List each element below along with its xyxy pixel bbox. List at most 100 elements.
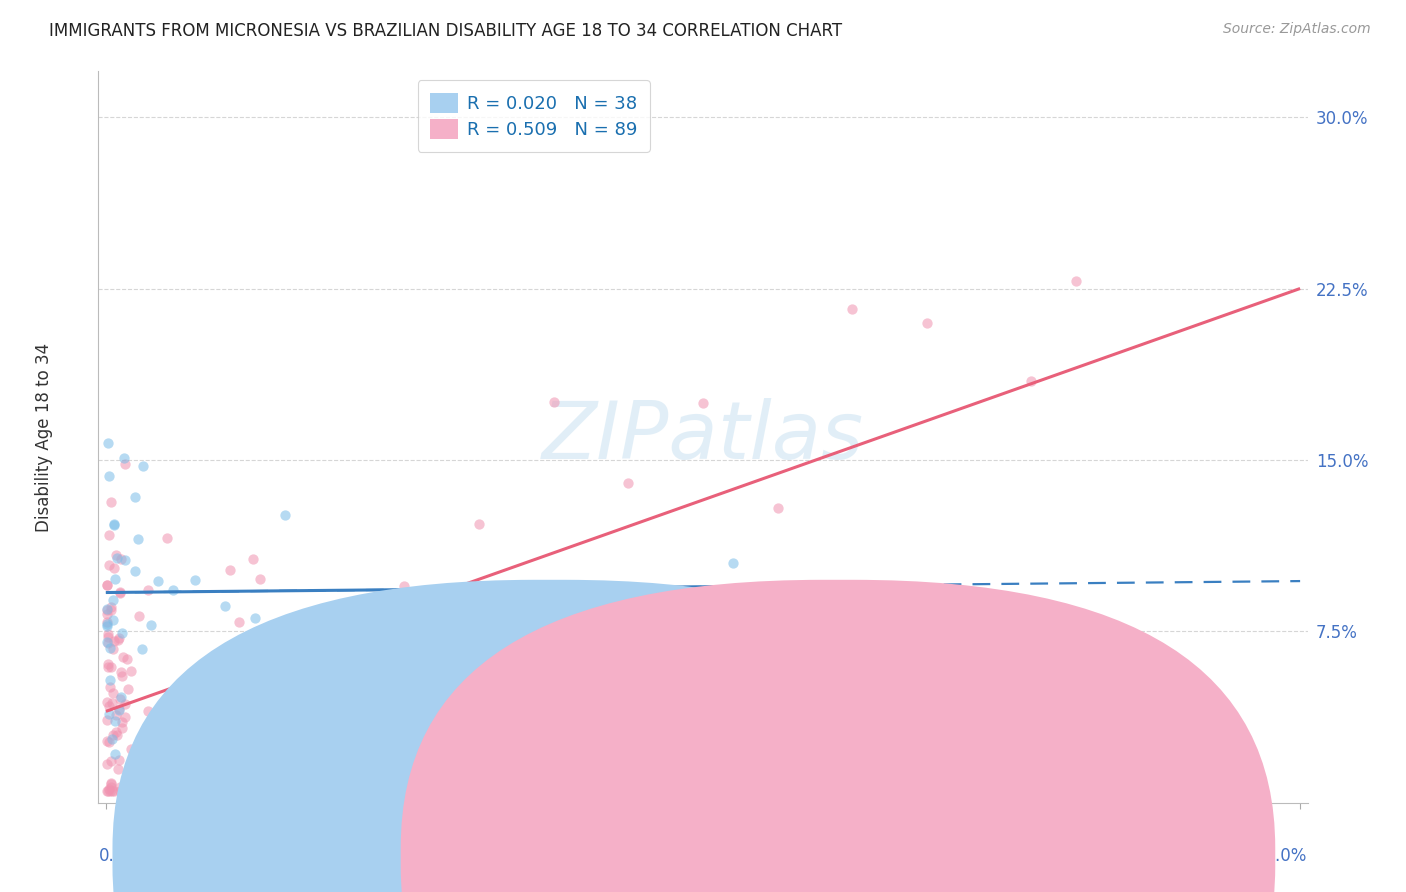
Point [107, 631, 129, 645]
Point [108, 692, 131, 706]
Point [100, 780, 122, 794]
Point [101, 641, 124, 656]
Point [97, 630, 120, 644]
Point [841, 301, 863, 316]
Point [766, 501, 789, 516]
Point [228, 615, 250, 629]
Point [363, 599, 385, 613]
Point [110, 665, 132, 680]
Point [200, 752, 222, 766]
Point [100, 755, 122, 769]
Point [120, 665, 142, 679]
Point [274, 508, 297, 523]
Point [101, 593, 124, 607]
Point [98, 784, 121, 798]
Point [319, 654, 342, 668]
Text: Source: ZipAtlas.com: Source: ZipAtlas.com [1223, 22, 1371, 37]
Point [115, 652, 138, 666]
Point [111, 714, 134, 729]
Point [117, 784, 139, 798]
Point [101, 613, 124, 627]
Point [96, 713, 118, 727]
Point [100, 784, 122, 798]
Point [111, 721, 134, 735]
Point [112, 450, 135, 465]
Point [214, 599, 236, 614]
Point [107, 762, 129, 776]
Point [98, 699, 121, 714]
Point [105, 728, 128, 742]
Point [96, 607, 118, 621]
Point [101, 728, 124, 742]
Text: Disability Age 18 to 34: Disability Age 18 to 34 [35, 343, 53, 532]
Point [96, 616, 118, 631]
Point [100, 776, 122, 790]
Point [104, 714, 127, 728]
Point [110, 585, 132, 599]
Point [101, 686, 124, 700]
Text: ZIPatlas: ZIPatlas [541, 398, 865, 476]
Point [243, 611, 266, 625]
Point [114, 458, 136, 472]
Point [128, 608, 150, 623]
Point [96, 578, 118, 592]
Point [100, 776, 122, 790]
Point [108, 780, 131, 794]
Point [915, 316, 938, 330]
Point [114, 553, 136, 567]
Point [242, 643, 264, 657]
Point [617, 475, 640, 490]
Point [103, 561, 125, 575]
Point [97, 781, 120, 796]
Point [108, 784, 131, 798]
Point [136, 582, 159, 597]
Point [104, 724, 127, 739]
Point [105, 551, 128, 566]
Point [112, 650, 135, 665]
Point [98, 680, 121, 694]
Point [141, 618, 163, 632]
Point [124, 490, 146, 504]
Point [1021, 375, 1043, 389]
Point [249, 572, 271, 586]
Point [98, 558, 121, 572]
Point [96, 602, 118, 616]
Point [96, 657, 118, 672]
Point [394, 579, 416, 593]
Point [96, 734, 118, 748]
Point [96, 784, 118, 798]
Text: 0.0%: 0.0% [98, 847, 141, 865]
Point [100, 603, 122, 617]
Point [96, 756, 118, 771]
Point [103, 784, 125, 798]
Point [108, 585, 131, 599]
Point [97, 735, 120, 749]
Point [127, 533, 149, 547]
Point [111, 669, 134, 683]
Point [104, 572, 127, 586]
Point [114, 697, 136, 711]
Point [103, 633, 125, 648]
Legend: R = 0.020   N = 38, R = 0.509   N = 89: R = 0.020 N = 38, R = 0.509 N = 89 [418, 80, 650, 152]
Point [184, 573, 207, 587]
Point [96, 695, 118, 709]
Point [146, 574, 169, 588]
Point [96, 660, 118, 674]
Point [98, 640, 121, 655]
Point [110, 552, 132, 566]
Point [98, 707, 121, 722]
Point [98, 673, 121, 687]
Point [97, 636, 120, 650]
Point [242, 552, 264, 566]
Point [721, 556, 744, 570]
Point [103, 516, 125, 531]
Point [114, 710, 136, 724]
Point [98, 527, 121, 541]
Point [132, 458, 155, 473]
Point [96, 784, 118, 798]
Text: 80.0%: 80.0% [1256, 847, 1308, 865]
Point [543, 395, 565, 409]
Point [96, 618, 118, 632]
Point [468, 516, 491, 531]
Point [96, 615, 118, 630]
